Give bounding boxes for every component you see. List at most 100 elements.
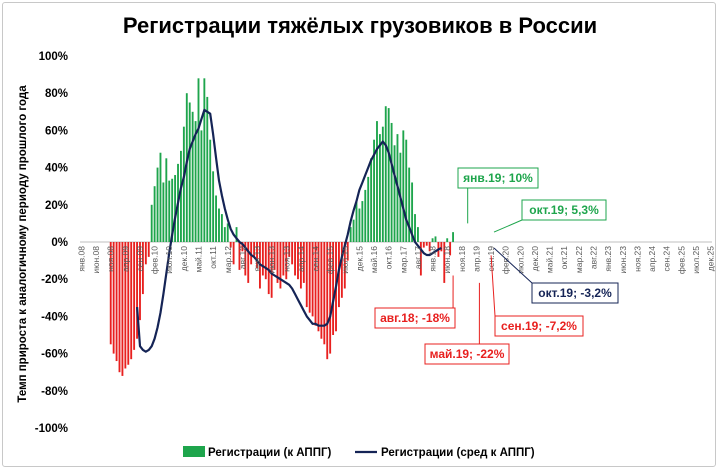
y-tick-label: -40% — [41, 311, 68, 323]
x-tick-label: фев.25 — [676, 246, 686, 274]
bar — [299, 242, 302, 289]
bar — [165, 158, 168, 242]
bar — [349, 227, 352, 242]
bar — [370, 158, 373, 242]
x-tick-label: апр.24 — [647, 246, 657, 272]
bar — [358, 208, 361, 242]
bar — [352, 219, 355, 242]
x-tick-label: окт.11 — [208, 246, 218, 269]
x-tick-label: май.11 — [194, 246, 204, 273]
bar — [308, 242, 311, 313]
bar — [229, 242, 232, 248]
x-tick-label: фев.20 — [501, 246, 511, 274]
bar — [381, 126, 384, 242]
annotation-leader-line — [490, 255, 496, 317]
bar — [343, 242, 346, 289]
bar — [314, 242, 317, 326]
bar — [206, 96, 209, 242]
annotation-leader-line — [493, 247, 533, 284]
x-tick-label: апр.09 — [120, 246, 130, 272]
bar — [218, 208, 220, 242]
annotation-leader-line — [493, 219, 523, 233]
bar — [139, 242, 141, 321]
x-tick-label: ноя.18 — [457, 246, 467, 272]
bar — [250, 242, 253, 265]
x-tick-label: сен.24 — [662, 246, 672, 272]
bar — [431, 238, 434, 242]
bar-series — [109, 78, 454, 376]
bar — [168, 180, 171, 242]
bar — [440, 242, 443, 252]
x-axis: янв.08 июн.08 ноя.08 апр.09 сен.09 фев.10 июл.… — [77, 246, 716, 274]
bar — [232, 242, 235, 265]
y-tick-label: -20% — [41, 274, 68, 286]
annotation-label: авг.18; -18% — [380, 311, 450, 325]
y-tick-label: 80% — [45, 88, 68, 100]
bar — [118, 242, 121, 373]
bar — [317, 242, 320, 332]
bar — [326, 242, 329, 360]
bar — [226, 223, 229, 242]
bar — [147, 242, 150, 257]
bar — [144, 242, 147, 265]
bar — [428, 242, 431, 252]
bar — [425, 242, 428, 246]
legend-swatch-bars — [183, 446, 205, 457]
bar — [340, 242, 343, 298]
bar — [153, 186, 156, 242]
bar — [270, 242, 273, 298]
bar — [279, 242, 282, 289]
bar — [109, 242, 112, 345]
bar — [156, 167, 159, 242]
bar — [162, 182, 165, 242]
bar — [376, 121, 378, 242]
bar — [159, 152, 162, 242]
x-tick-label: ноя.08 — [106, 246, 116, 272]
bar — [434, 236, 437, 242]
bar — [384, 106, 387, 242]
x-tick-label: июл.25 — [691, 246, 701, 274]
annotation-label: окт.19; 5,3% — [529, 203, 599, 217]
bar — [402, 130, 405, 242]
x-tick-label: авг.17 — [413, 246, 423, 269]
bar — [220, 214, 223, 242]
bar — [115, 242, 118, 362]
x-tick-label: мар.12 — [223, 246, 233, 273]
x-tick-label: июл.10 — [164, 246, 174, 274]
bar — [191, 111, 194, 242]
bar — [112, 242, 115, 354]
x-tick-label: июн.18 — [442, 246, 452, 274]
bar — [247, 242, 250, 283]
annotation-box — [424, 343, 510, 365]
annotation-label: сен.19; -7,2% — [501, 319, 577, 333]
x-tick-label: мар.22 — [574, 246, 584, 273]
bar — [288, 242, 291, 257]
x-tick-label: апр.14 — [296, 246, 306, 272]
bar — [182, 126, 185, 242]
bar — [171, 178, 174, 242]
x-tick-label: май.16 — [369, 246, 379, 273]
bar — [127, 242, 130, 365]
y-tick-label: 0% — [51, 237, 68, 249]
bar — [238, 242, 241, 270]
annotations: янв.19; 10% окт.19; 5,3% авг.18; -18% сен.1… — [374, 167, 619, 365]
annotation-label: май.19; -22% — [430, 347, 505, 361]
x-tick-label: фев.10 — [150, 246, 160, 274]
x-tick-label: июл.15 — [340, 246, 350, 274]
x-tick-label: июл.20 — [515, 246, 525, 274]
bar — [414, 214, 416, 242]
y-axis-label: Темп прироста к аналогичному периоду про… — [17, 85, 29, 403]
bar — [194, 121, 197, 242]
bar — [261, 242, 264, 276]
bar — [302, 242, 305, 283]
bar — [273, 242, 276, 270]
bar — [124, 242, 127, 369]
bar — [411, 182, 414, 242]
x-tick-label: окт.16 — [384, 246, 394, 270]
bar — [452, 232, 454, 242]
y-tick-label: 100% — [39, 51, 68, 63]
bar — [264, 242, 267, 280]
x-tick-label: авг.22 — [589, 246, 599, 269]
x-tick-label: май.21 — [545, 246, 555, 273]
